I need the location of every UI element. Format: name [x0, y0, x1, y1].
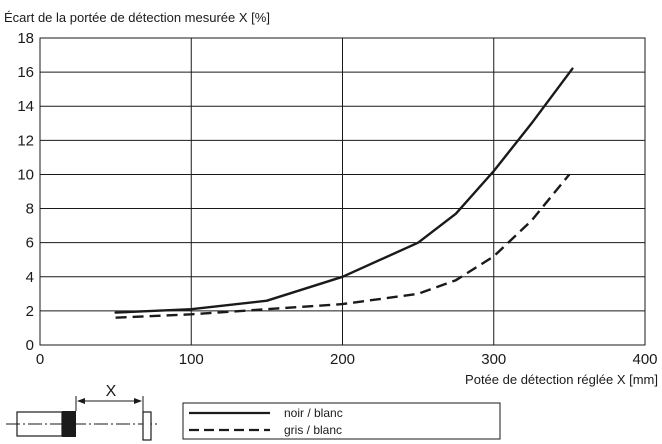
sensor-diagram: X: [6, 383, 158, 441]
distance-label: X: [106, 383, 117, 400]
y-tick-label: 6: [26, 235, 34, 252]
y-tick-label: 14: [17, 98, 34, 115]
legend-label-noir-blanc: noir / blanc: [284, 406, 343, 420]
dimension-arrow-right: [134, 398, 142, 404]
plot-frame: [39, 37, 646, 346]
dimension-arrow-left: [77, 398, 85, 404]
series-line-noir-blanc: [114, 67, 574, 314]
y-tick-label: 10: [17, 166, 34, 183]
x-tick-label: 0: [36, 351, 44, 368]
tick-labels: 0 2 4 6 8 10 12 14 16 18 0 100 200 300 400: [17, 30, 657, 368]
y-tick-label: 2: [26, 303, 34, 320]
y-axis-title: Écart de la portée de détection mesurée …: [4, 10, 270, 25]
y-tick-label: 4: [26, 269, 34, 286]
x-tick-label: 400: [632, 351, 657, 368]
x-tick-label: 300: [481, 351, 506, 368]
series-lines: [114, 67, 574, 319]
x-tick-label: 200: [330, 351, 355, 368]
y-tick-label: 0: [26, 337, 34, 354]
legend-box: [182, 402, 501, 440]
legend: noir / blanc gris / blanc: [182, 402, 501, 440]
x-tick-label: 100: [179, 351, 204, 368]
legend-label-gris-blanc: gris / blanc: [284, 423, 342, 437]
x-axis-title: Potée de détection réglée X [mm]: [465, 372, 658, 387]
y-tick-label: 8: [26, 201, 34, 218]
y-tick-label: 16: [17, 64, 34, 81]
reflector-target: [142, 411, 152, 441]
y-tick-label: 12: [17, 132, 34, 149]
y-tick-label: 18: [17, 30, 34, 47]
